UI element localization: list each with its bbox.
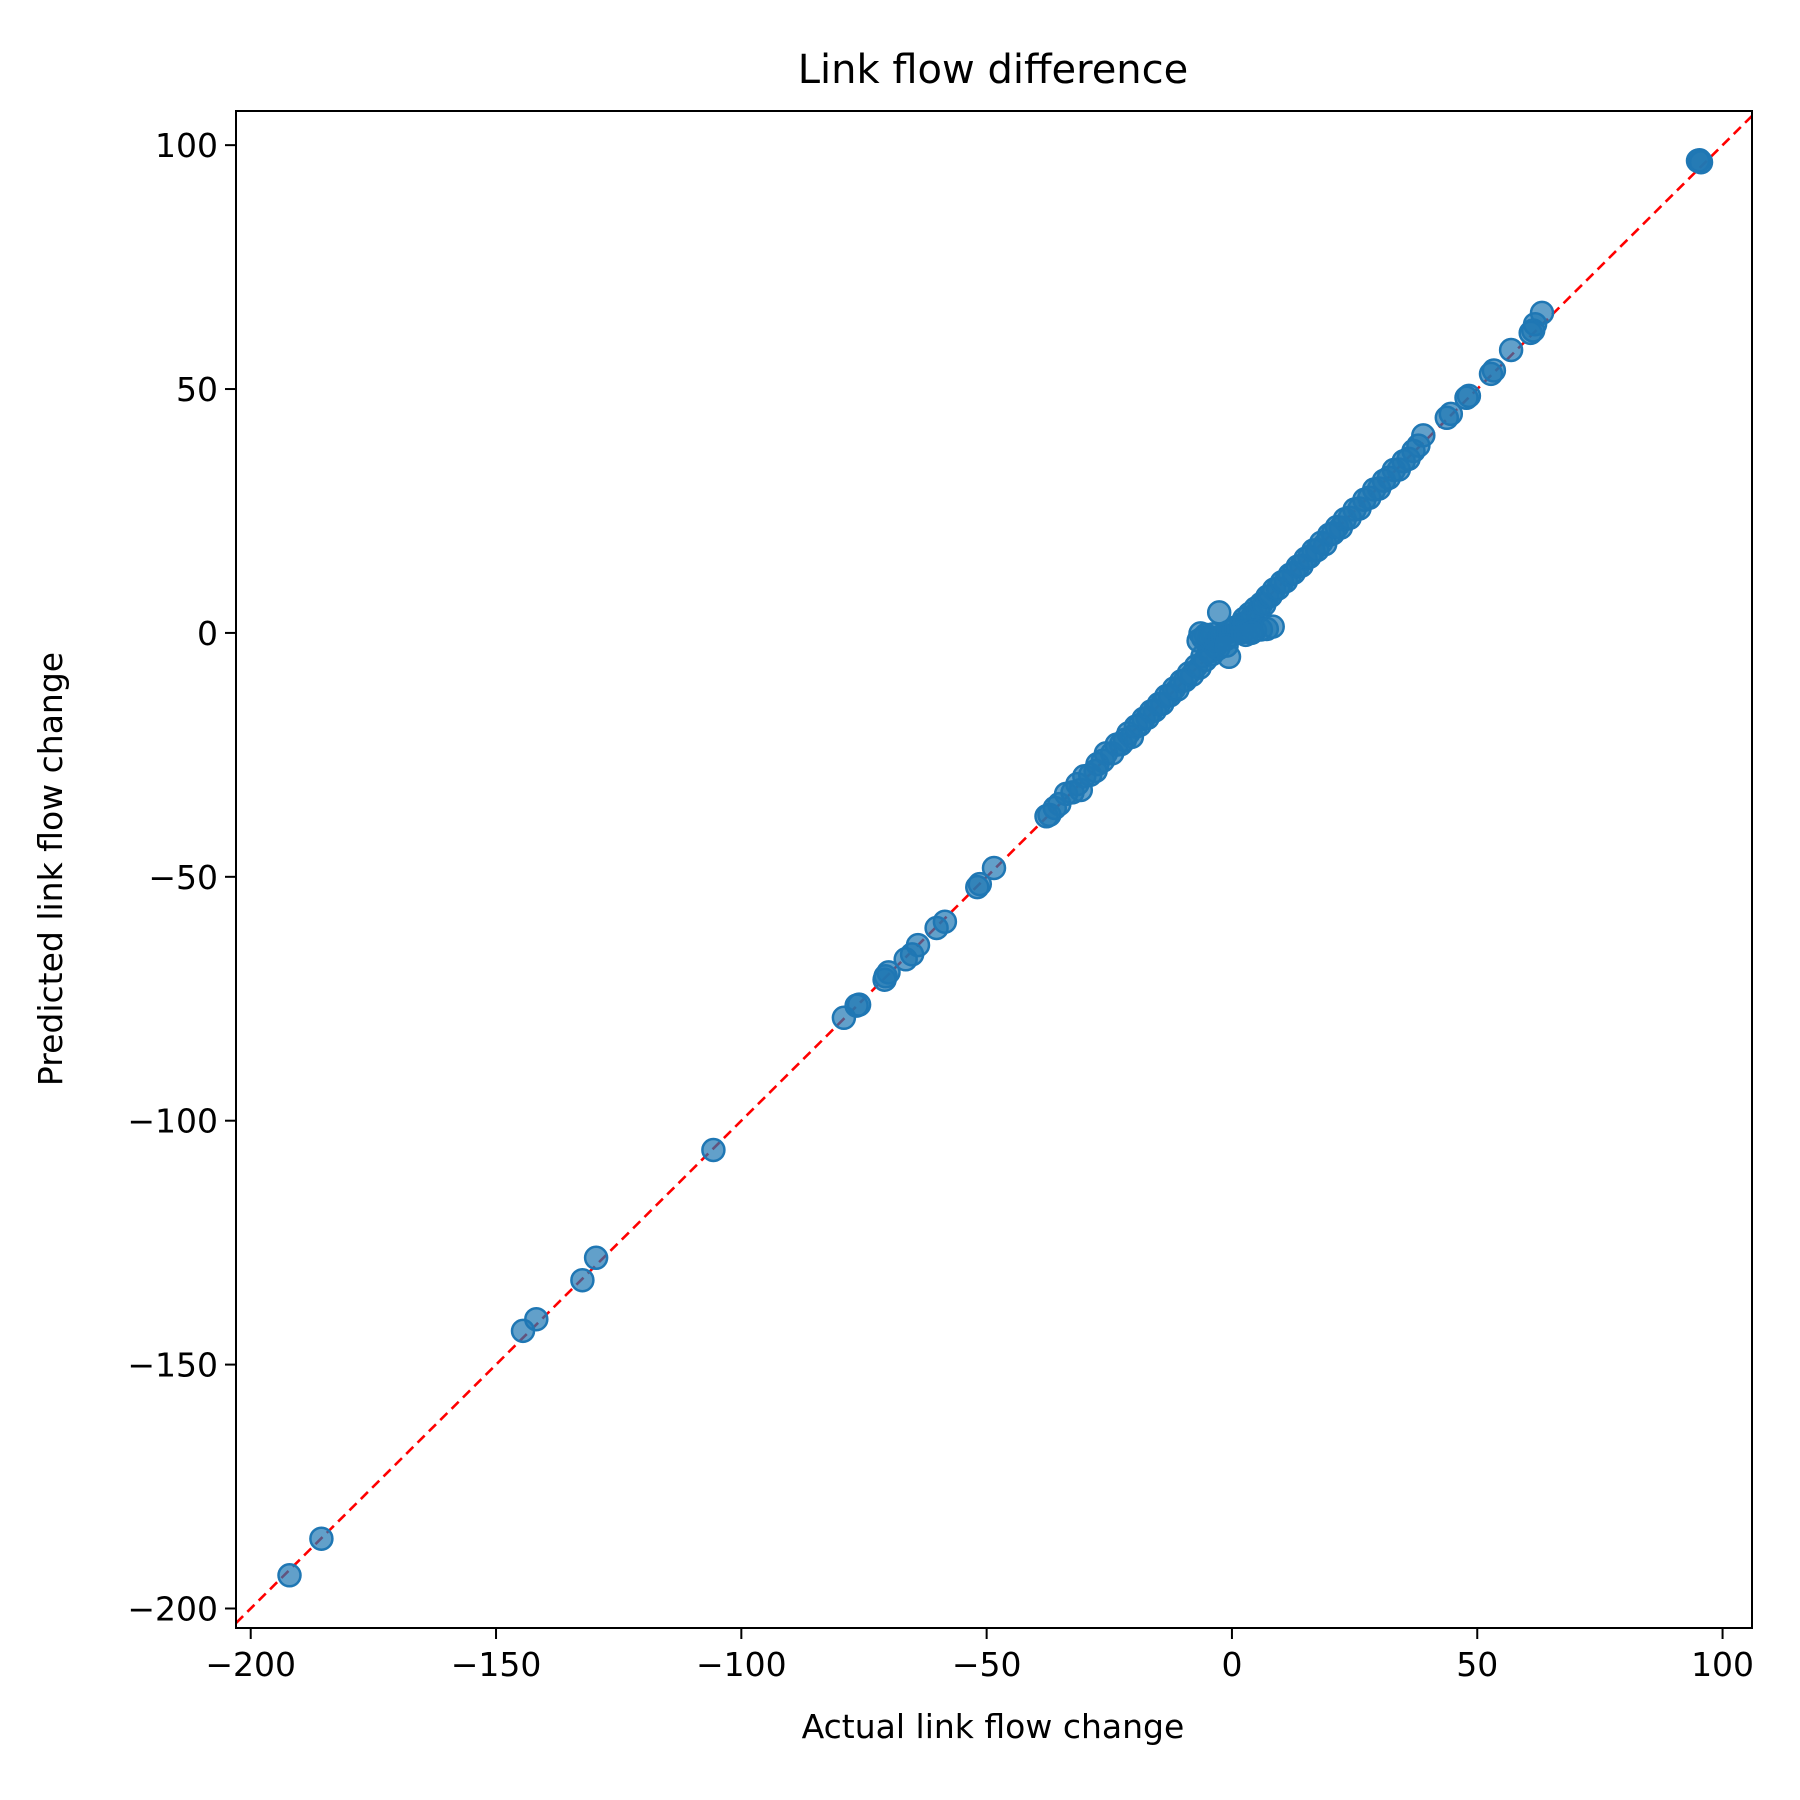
axes-frame [235,110,1753,1629]
data-point [1239,620,1264,646]
data-point [1498,337,1524,363]
data-point [524,1306,549,1332]
data-point [1411,423,1436,448]
y-tick-label: 100 [155,126,218,165]
y-tick-label: −200 [127,1589,218,1628]
y-tick-label: 0 [197,614,218,653]
chart-title: Link flow difference [798,47,1189,93]
data-point [932,909,958,934]
data-point [905,932,931,958]
data-point [981,855,1007,881]
y-axis-label: Predicted link flow change [31,652,70,1086]
scatter-points [277,148,1714,1588]
x-tick-label: −50 [952,1645,1022,1684]
data-point [277,1563,302,1588]
data-point [1688,149,1714,175]
x-tick-label: 50 [1456,1645,1498,1684]
data-point [1481,358,1507,383]
x-tick-label: −150 [451,1645,542,1684]
x-tick-label: 0 [1221,1645,1242,1684]
x-axis-ticks: −200 −150 −100 −50 0 50 100 [205,1628,1754,1684]
x-tick-label: 100 [1691,1645,1754,1684]
data-point [1214,633,1239,658]
data-point [570,1267,595,1293]
data-point [1206,600,1232,625]
x-axis-label: Actual link flow change [802,1707,1185,1746]
data-point [1438,401,1464,427]
data-point [1529,300,1555,326]
x-tick-label: −100 [696,1645,787,1684]
data-point [967,871,993,897]
data-point [846,992,872,1017]
y-tick-label: −150 [127,1346,218,1385]
data-point [1456,383,1482,409]
y-tick-label: 50 [176,370,218,409]
data-point [701,1137,726,1163]
plot-area [236,114,1752,1625]
data-point [1260,614,1285,639]
x-tick-label: −200 [205,1645,296,1684]
data-point [872,967,897,992]
y-tick-label: −100 [127,1102,218,1141]
data-point [309,1526,334,1551]
y-tick-label: −50 [148,858,218,897]
y-axis-ticks: −200 −150 −100 −50 0 50 100 [127,126,236,1628]
data-point [583,1245,609,1271]
